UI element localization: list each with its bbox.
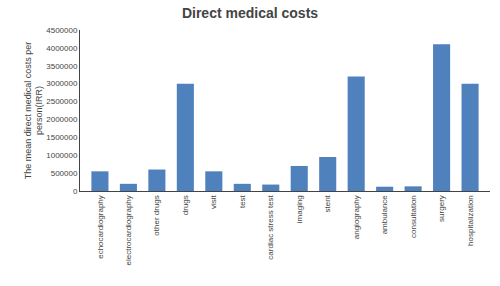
svg-text:other drugs: other drugs (152, 195, 161, 235)
svg-text:echocardiography: echocardiography (96, 195, 105, 259)
svg-text:Direct medical costs: Direct medical costs (182, 5, 318, 21)
svg-text:1000000: 1000000 (46, 151, 78, 160)
svg-text:2000000: 2000000 (46, 115, 78, 124)
svg-text:electrocardiography: electrocardiography (124, 195, 133, 265)
svg-text:4000000: 4000000 (46, 44, 78, 53)
svg-text:hospitalization: hospitalization (466, 195, 475, 246)
svg-text:The mean direct medical costs: The mean direct medical costs perperson(… (23, 42, 45, 180)
svg-text:stent: stent (323, 194, 332, 212)
svg-text:test: test (238, 194, 247, 208)
svg-text:3500000: 3500000 (46, 62, 78, 71)
svg-text:4500000: 4500000 (46, 26, 78, 35)
svg-text:3000000: 3000000 (46, 79, 78, 88)
svg-text:cardiac stress test: cardiac stress test (266, 194, 275, 259)
svg-text:imaging: imaging (295, 195, 304, 223)
svg-text:consultation: consultation (409, 195, 418, 238)
svg-text:drugs: drugs (181, 195, 190, 215)
svg-text:visit: visit (209, 194, 218, 209)
svg-text:angiography: angiography (352, 195, 361, 239)
svg-text:0: 0 (73, 187, 78, 196)
svg-text:surgery: surgery (437, 195, 446, 222)
svg-text:1500000: 1500000 (46, 133, 78, 142)
svg-text:500000: 500000 (51, 169, 78, 178)
svg-text:ambulance: ambulance (380, 195, 389, 235)
svg-text:2500000: 2500000 (46, 97, 78, 106)
